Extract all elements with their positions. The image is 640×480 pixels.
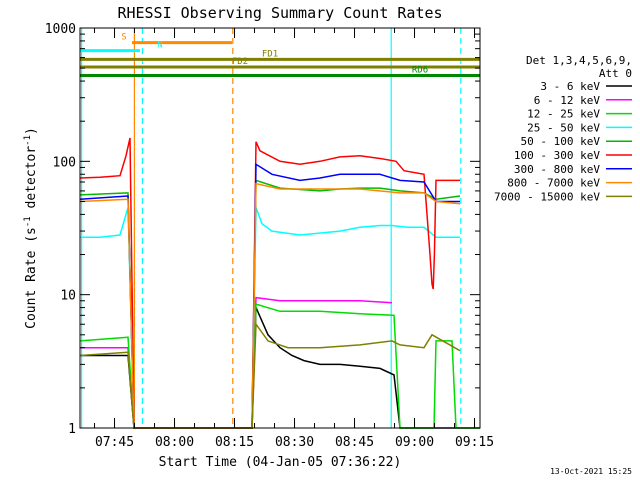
legend-header: Att 0 [599, 67, 632, 80]
state-label-fd2: FD2 [232, 57, 248, 67]
state-label-n: N [157, 41, 162, 51]
x-tick-label: 08:15 [215, 435, 254, 450]
legend-label: 800 - 7000 keV [507, 177, 600, 190]
y-axis-label-part: -1 [23, 135, 33, 146]
x-tick-label: 09:00 [395, 435, 434, 450]
y-tick-label: 1 [68, 422, 76, 437]
chart-title: RHESSI Observing Summary Count Rates [117, 4, 442, 22]
plot-frame [79, 27, 481, 429]
legend-label: 50 - 100 keV [521, 135, 601, 148]
y-axis-label-part: detector [24, 146, 39, 217]
legend-label: 7000 - 15000 keV [494, 190, 600, 203]
y-tick-label: 10 [60, 289, 76, 304]
x-tick-label: 08:30 [275, 435, 314, 450]
series-line-7 [79, 182, 461, 429]
footer-date: 13-Oct-2021 15:25 [550, 467, 632, 476]
legend-label: 300 - 800 keV [514, 163, 600, 176]
legend-label: 100 - 300 keV [514, 149, 600, 162]
y-axis-label-part: Count Rate (s [24, 227, 39, 329]
state-label-s: S [121, 33, 126, 43]
legend-label: 6 - 12 keV [534, 94, 601, 107]
x-tick-label: 08:45 [335, 435, 374, 450]
y-tick-label: 100 [53, 155, 76, 170]
series-line-5 [79, 137, 460, 429]
legend-label: 25 - 50 keV [527, 121, 600, 134]
x-tick-label: 09:15 [455, 435, 494, 450]
y-tick-label: 1000 [45, 22, 76, 37]
y-axis-label-part: -1 [23, 216, 33, 227]
x-axis-label: Start Time (04-Jan-05 07:36:22) [159, 455, 402, 470]
x-tick-label: 08:00 [155, 435, 194, 450]
legend-header: Det 1,3,4,5,6,9, [526, 54, 632, 67]
x-tick-label: 07:45 [95, 435, 134, 450]
legend-label: 12 - 25 keV [527, 108, 600, 121]
state-label-rd6: RD6 [412, 66, 428, 76]
y-axis-label: Count Rate (s-1 detector-1) [23, 127, 39, 329]
y-axis-label-group: Count Rate (s-1 detector-1) [23, 127, 39, 329]
legend-label: 3 - 6 keV [540, 80, 600, 93]
state-label-fd1: FD1 [262, 49, 278, 59]
plot-area: S N FD1 FD2 RD6 1 10 100 1000 07:45 08:00 08:15 08:3… [45, 22, 494, 450]
y-axis-label-part: ) [24, 127, 39, 135]
